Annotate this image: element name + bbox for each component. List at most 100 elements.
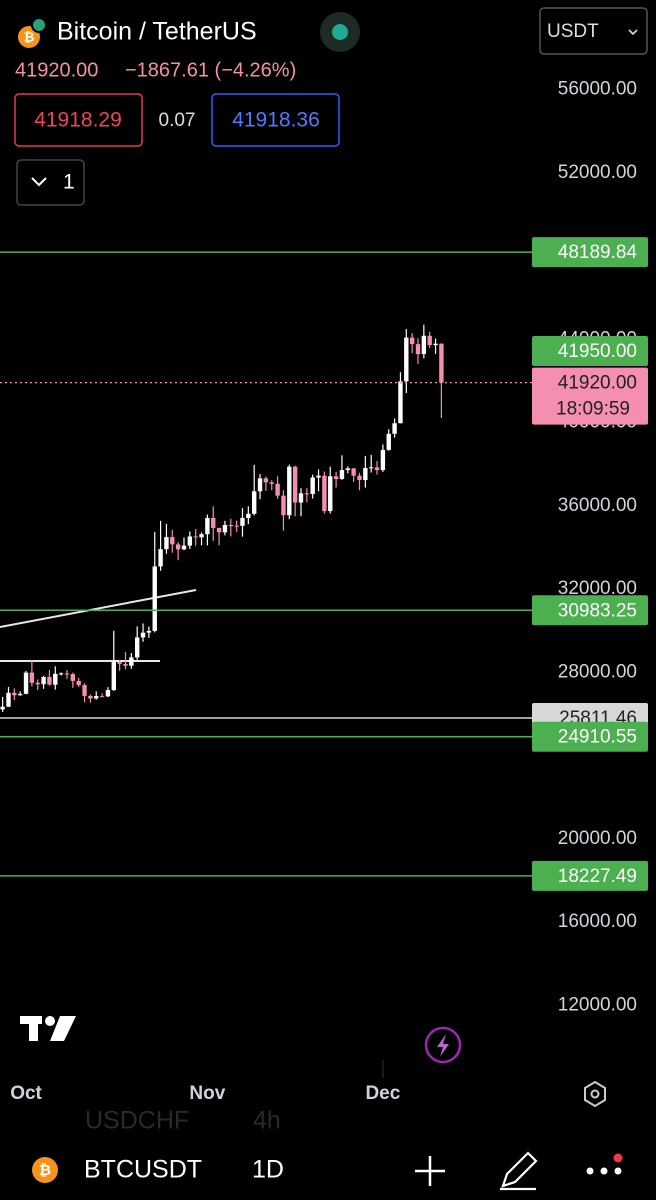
candle-body	[193, 536, 198, 538]
candle-body	[41, 676, 46, 685]
more-dot	[600, 1167, 608, 1175]
candle-body	[6, 692, 11, 707]
candle-body	[263, 478, 269, 483]
behind-symbol: USDCHF	[85, 1107, 189, 1135]
candle-body	[64, 673, 70, 675]
draw-button[interactable]	[500, 1151, 538, 1191]
candle-body	[216, 527, 222, 533]
add-button[interactable]	[415, 1156, 445, 1186]
candle-body	[269, 482, 274, 484]
candle-body	[158, 549, 163, 567]
price-label: 24910.55	[558, 727, 637, 748]
sell-button[interactable]	[14, 93, 143, 147]
candle-body	[328, 476, 333, 512]
trend-line	[0, 589, 197, 628]
interval-button[interactable]: 1D	[252, 1156, 284, 1184]
candle-body	[187, 536, 193, 546]
candle-body	[181, 545, 187, 550]
price-label: 48189.84	[558, 242, 638, 263]
candle-body	[357, 475, 362, 481]
candle-body	[368, 467, 374, 469]
y-tick-label: 52000.00	[558, 162, 637, 183]
candle-body	[322, 475, 327, 512]
candle-body	[339, 470, 345, 480]
candle-body	[99, 696, 105, 698]
behind-interval: 4h	[253, 1107, 281, 1135]
price-label-box	[532, 335, 648, 366]
candle-body	[392, 423, 397, 434]
candle-body	[409, 337, 415, 345]
candle-body	[152, 566, 157, 631]
btc-icon	[32, 1157, 58, 1183]
btc-glyph: ₿	[39, 1162, 51, 1179]
candle-body	[76, 680, 81, 686]
candle-body	[246, 513, 251, 518]
last-price-label: 41920.00	[558, 373, 637, 394]
indicator-count: 1	[63, 171, 75, 194]
candle-body	[222, 525, 228, 533]
candle-body	[251, 491, 257, 514]
candle-body	[134, 637, 140, 658]
bid-price: 41918.29	[34, 109, 122, 132]
price-label: 41950.00	[558, 341, 637, 362]
logo-part	[45, 1016, 55, 1026]
candle-body	[398, 381, 403, 424]
more-dot[interactable]	[586, 1167, 594, 1175]
price-scale: 56000.0052000.0044000.0040000.0036000.00…	[10, 79, 648, 1104]
candle-body	[228, 525, 233, 527]
settings-icon[interactable]	[584, 1080, 606, 1108]
candle-body	[12, 692, 17, 696]
price-label-box	[532, 595, 648, 626]
symbol-button[interactable]: BTCUSDT	[84, 1156, 202, 1184]
buy-button[interactable]	[211, 93, 340, 147]
price-change: −1867.61 (−4.26%)	[125, 59, 296, 81]
chevron	[628, 29, 638, 36]
candle-body	[316, 475, 321, 478]
replay-button[interactable]	[424, 1026, 462, 1064]
y-tick-label: 20000.00	[558, 828, 637, 849]
candle-body	[439, 343, 444, 383]
candle-body	[170, 537, 175, 545]
candle-body	[415, 344, 421, 355]
candle-body	[94, 696, 99, 699]
ask-price: 41918.36	[232, 109, 320, 132]
candle-body	[374, 467, 380, 471]
candle-body	[345, 468, 350, 471]
candle-body	[257, 478, 263, 492]
logo-part	[29, 1016, 38, 1041]
notification-dot	[613, 1153, 623, 1163]
candle-body	[199, 534, 204, 538]
candle-body	[70, 674, 76, 681]
candle-body	[281, 495, 286, 516]
price-label-box	[532, 860, 648, 891]
chevron	[31, 177, 47, 187]
candle-body	[105, 690, 111, 697]
y-tick-label: 32000.00	[558, 578, 637, 599]
candle-body	[35, 682, 40, 685]
y-tick-label: 12000.00	[558, 994, 637, 1015]
more-dot	[614, 1167, 622, 1175]
currency-label: USDT	[547, 21, 599, 42]
candle-body	[29, 672, 35, 683]
candle-body	[111, 661, 116, 691]
x-tick-label: Dec	[365, 1083, 400, 1104]
candle-body	[287, 466, 292, 516]
candle-body	[427, 335, 432, 346]
candle-body	[363, 467, 368, 481]
candle-body	[386, 433, 391, 450]
price-label-box	[532, 237, 648, 268]
usdt-icon	[31, 17, 47, 33]
candle-body	[82, 685, 87, 696]
candle-body	[404, 337, 409, 382]
candle-body	[17, 693, 23, 696]
btc-glyph: ₿	[24, 29, 35, 44]
candle-body	[164, 537, 169, 550]
y-tick-label: 16000.00	[558, 911, 637, 932]
y-tick-label: 56000.00	[558, 79, 637, 100]
candle-body	[275, 483, 280, 496]
indicators-toggle[interactable]	[16, 159, 85, 206]
currency-select[interactable]	[539, 7, 648, 55]
candle-body	[175, 544, 181, 550]
chart-area	[0, 251, 532, 877]
